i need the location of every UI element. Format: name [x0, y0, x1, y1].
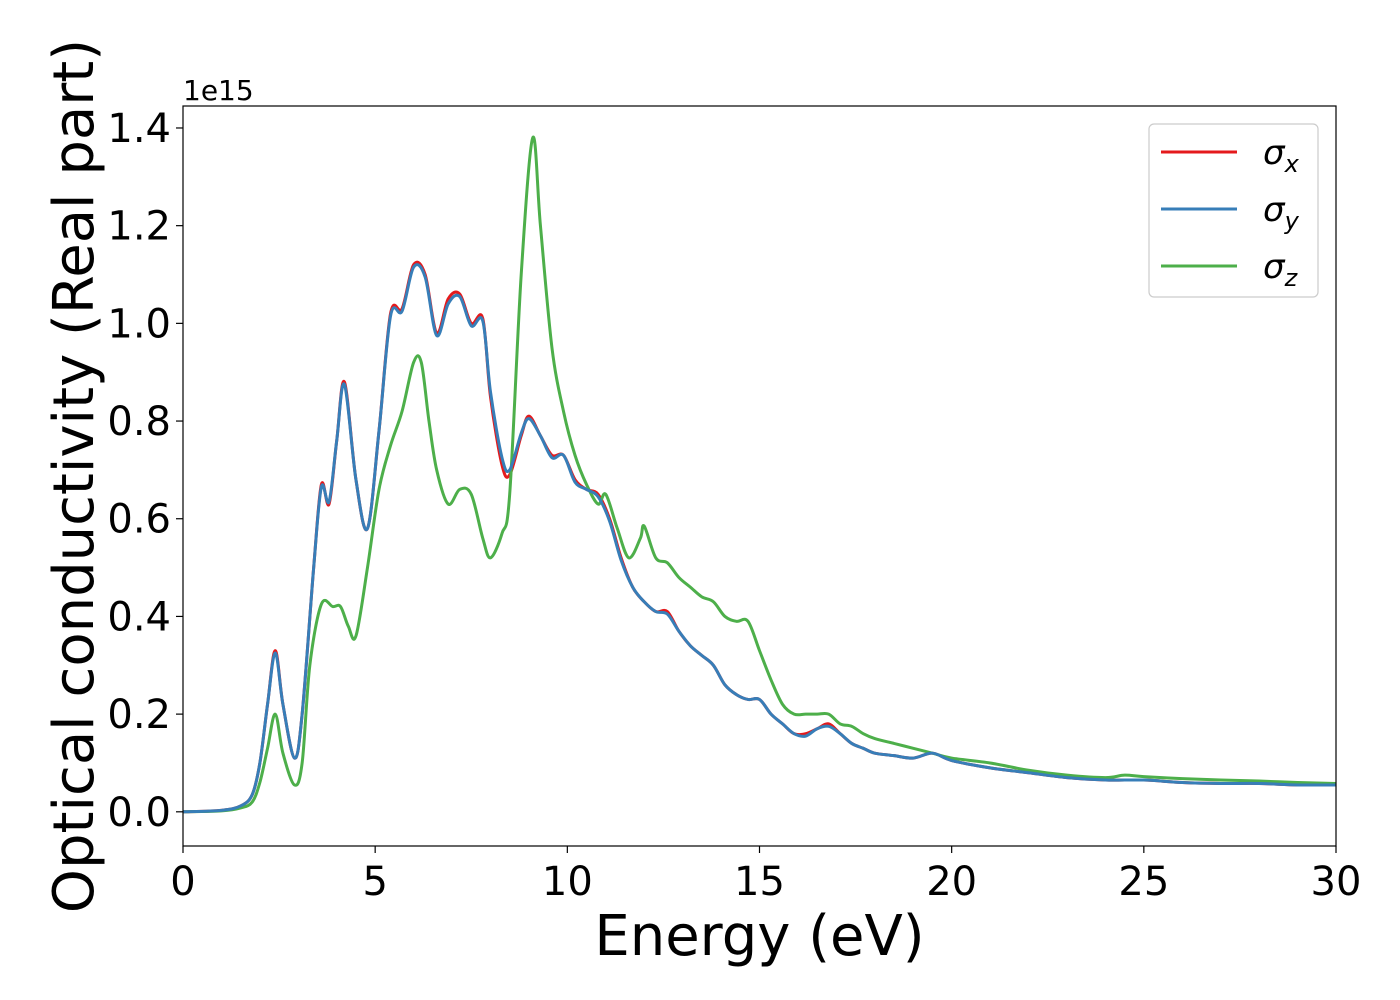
y-axis-label: Optical conductivity (Real part) — [42, 39, 107, 913]
series-line-y — [183, 263, 1336, 814]
y-axis-ticks: 0.0 0.2 0.4 0.6 0.8 1.0 1.2 1.4 — [107, 106, 183, 836]
x-tick-label: 15 — [734, 859, 785, 905]
y-tick-label: 1.0 — [107, 301, 171, 347]
y-tick-label: 0.8 — [107, 399, 171, 445]
x-axis-label: Energy (eV) — [594, 904, 924, 969]
x-tick-label: 30 — [1311, 859, 1362, 905]
legend: σx σy σz — [1148, 123, 1319, 298]
y-tick-label: 0.4 — [107, 594, 171, 640]
x-tick-label: 0 — [170, 859, 195, 905]
y-tick-label: 0.2 — [107, 692, 171, 738]
x-tick-label: 5 — [362, 859, 387, 905]
legend-label-x: σx — [1263, 133, 1300, 178]
y-tick-label: 1.2 — [107, 204, 171, 250]
x-tick-label: 10 — [542, 859, 593, 905]
legend-label-y: σy — [1263, 190, 1300, 235]
y-offset-label: 1e15 — [183, 74, 254, 107]
x-tick-label: 25 — [1118, 859, 1169, 905]
legend-label-z: σz — [1263, 247, 1299, 292]
y-tick-label: 1.4 — [107, 106, 171, 152]
y-tick-label: 0.0 — [107, 790, 171, 836]
y-tick-label: 0.6 — [107, 497, 171, 543]
series-layer — [183, 135, 1336, 814]
x-axis-ticks: 0 5 10 15 20 25 30 — [170, 846, 1361, 905]
x-tick-label: 20 — [926, 859, 977, 905]
series-line-z — [183, 135, 1336, 814]
